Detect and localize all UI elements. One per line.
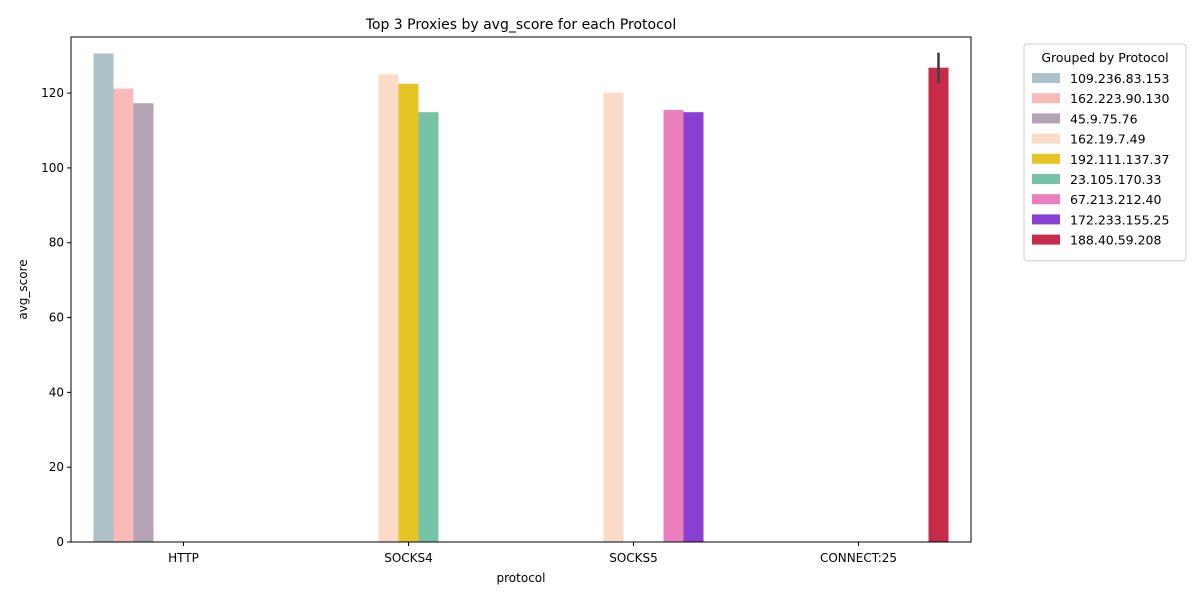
legend-swatch — [1032, 153, 1060, 164]
bar — [93, 53, 114, 542]
bar — [418, 112, 439, 542]
legend-swatch — [1032, 133, 1060, 144]
legend-title: Grouped by Protocol — [1041, 50, 1168, 65]
x-tick-label: SOCKS4 — [384, 551, 433, 565]
y-tick-label: 60 — [49, 311, 64, 325]
bar — [663, 109, 684, 542]
legend-swatch — [1032, 234, 1060, 245]
y-tick-label: 120 — [41, 86, 64, 100]
legend-label: 45.9.75.76 — [1070, 111, 1138, 126]
legend: Grouped by Protocol 109.236.83.153 162.22… — [1023, 43, 1187, 262]
x-tick-label: HTTP — [168, 551, 199, 565]
x-tick-label: CONNECT:25 — [820, 551, 897, 565]
legend-items: 109.236.83.153 162.223.90.130 45.9.75.76 16… — [1032, 71, 1169, 248]
legend-swatch — [1032, 93, 1060, 104]
legend-label: 109.236.83.153 — [1070, 71, 1169, 86]
y-tick-label: 0 — [56, 535, 64, 549]
x-axis-label: protocol — [497, 571, 546, 585]
plot-frame — [70, 36, 972, 543]
legend-label: 23.105.170.33 — [1070, 172, 1161, 187]
legend-box — [1023, 43, 1187, 262]
legend-swatch — [1032, 113, 1060, 124]
bar — [928, 67, 949, 542]
axes: 0 20 40 60 80 100 120 HTTP SOCKS4 SOCKS5 CONNECT:2… — [41, 86, 897, 565]
y-axis-label: avg_score — [16, 259, 30, 319]
legend-label: 188.40.59.208 — [1070, 233, 1161, 248]
bar — [603, 92, 624, 543]
chart-title: Top 3 Proxies by avg_score for each Prot… — [365, 17, 677, 33]
bar — [113, 88, 134, 542]
legend-label: 192.111.137.37 — [1070, 152, 1169, 167]
bar — [398, 83, 419, 542]
y-tick-label: 40 — [49, 385, 64, 399]
legend-swatch — [1032, 214, 1060, 225]
legend-label: 172.233.155.25 — [1070, 212, 1169, 227]
x-tick-label: SOCKS5 — [609, 551, 658, 565]
bar — [133, 103, 154, 542]
legend-swatch — [1032, 73, 1060, 83]
bar — [378, 74, 399, 542]
bar — [683, 112, 704, 542]
y-tick-label: 80 — [49, 236, 64, 250]
legend-label: 162.19.7.49 — [1070, 132, 1146, 147]
legend-label: 67.213.212.40 — [1070, 192, 1161, 207]
y-tick-label: 100 — [41, 161, 64, 175]
legend-swatch — [1032, 194, 1060, 205]
y-tick-label: 20 — [49, 460, 64, 474]
legend-label: 162.223.90.130 — [1070, 91, 1169, 106]
legend-swatch — [1032, 174, 1060, 184]
plot-area — [93, 52, 949, 543]
